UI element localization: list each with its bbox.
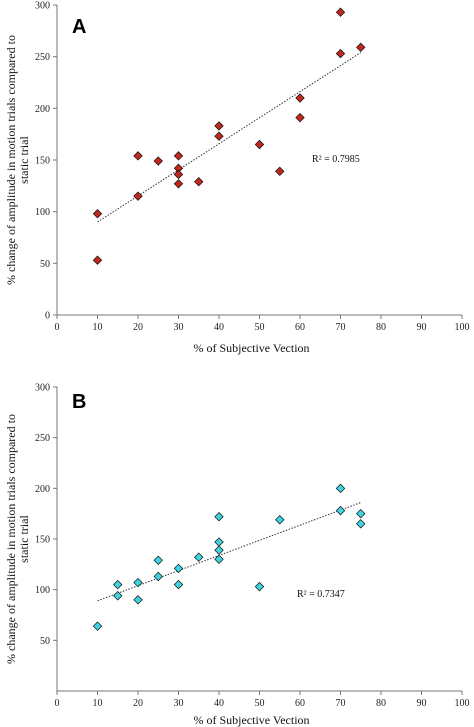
x-tick-label: 30	[174, 322, 184, 333]
data-point	[113, 579, 123, 590]
data-point	[335, 483, 346, 494]
x-tick-label: 80	[376, 322, 386, 333]
data-point	[254, 139, 265, 150]
x-tick-label: 10	[93, 698, 103, 709]
r-squared-label: R² = 0.7347	[297, 589, 345, 600]
y-axis-label-line: static trial	[17, 136, 31, 184]
x-tick-label: 50	[255, 698, 265, 709]
chart-panel-B: 50 100 150 200 250 300 0 10 20 30 40 50 60 70 80 90 100%…	[4, 383, 470, 727]
data-point	[173, 579, 184, 590]
x-tick-label: 70	[336, 322, 346, 333]
x-tick-label: 80	[376, 698, 386, 709]
data-point	[214, 121, 224, 131]
data-point	[254, 581, 265, 592]
panel-label: A	[72, 16, 86, 38]
y-axis-label-line: % change of amplitude in motion trials c…	[4, 414, 18, 664]
data-point	[295, 112, 305, 123]
x-tick-label: 30	[174, 698, 184, 709]
data-point	[92, 621, 103, 631]
x-tick-label: 90	[417, 322, 427, 333]
data-point	[173, 151, 184, 161]
x-tick-label: 20	[133, 698, 143, 709]
x-tick-label: 0	[55, 322, 60, 333]
x-tick-label: 100	[455, 322, 470, 333]
trendline	[97, 502, 361, 602]
y-tick-label: 150	[35, 535, 50, 546]
x-axis-label: % of Subjective Vection	[193, 341, 309, 355]
panel-label: B	[72, 391, 86, 413]
y-axis-label: % change of amplitude in motion trials c…	[4, 414, 31, 664]
x-tick-label: 90	[417, 698, 427, 709]
y-tick-label: 50	[40, 636, 50, 647]
data-point	[214, 512, 224, 522]
y-tick-label: 100	[35, 585, 50, 596]
data-point	[356, 519, 366, 529]
y-tick-label: 100	[35, 207, 50, 218]
data-point	[356, 42, 366, 53]
x-tick-label: 10	[93, 322, 103, 333]
r-squared-label: R² = 0.7985	[312, 154, 360, 165]
data-point	[92, 209, 103, 219]
y-tick-label: 0	[45, 311, 50, 322]
data-point	[153, 555, 163, 565]
data-point	[214, 554, 224, 564]
trendline	[97, 52, 362, 223]
data-point	[113, 591, 123, 601]
chart-panel-A: 0 50 100 150 200 250 300 0 10 20 30 40 50 60 70 80 90 100…	[4, 1, 470, 356]
y-axis-label-line: % change of amplitude in motion trials c…	[4, 35, 18, 285]
data-point	[173, 563, 184, 574]
data-point	[335, 505, 346, 516]
data-point	[356, 508, 366, 519]
data-point	[295, 93, 305, 103]
y-tick-label: 250	[35, 433, 50, 444]
y-tick-label: 150	[35, 156, 50, 167]
data-point	[92, 255, 103, 265]
x-tick-label: 0	[55, 698, 60, 709]
data-point	[133, 577, 143, 588]
data-point	[275, 515, 285, 525]
y-tick-label: 300	[35, 1, 50, 12]
data-point	[153, 571, 163, 582]
data-point	[335, 48, 346, 59]
x-tick-label: 50	[255, 322, 265, 333]
y-tick-label: 250	[35, 52, 50, 63]
x-tick-label: 40	[214, 698, 224, 709]
data-point	[133, 151, 143, 161]
y-tick-label: 300	[35, 383, 50, 394]
x-tick-label: 20	[133, 322, 143, 333]
data-point	[194, 552, 204, 562]
x-tick-label: 60	[295, 322, 305, 333]
y-tick-label: 200	[35, 484, 50, 495]
x-tick-label: 60	[295, 698, 305, 709]
x-tick-label: 40	[214, 322, 224, 333]
data-point	[214, 545, 224, 555]
y-tick-label: 50	[40, 259, 50, 270]
data-point	[275, 166, 285, 177]
y-tick-label: 200	[35, 104, 50, 115]
x-tick-label: 70	[336, 698, 346, 709]
data-point	[153, 156, 163, 166]
data-point	[133, 191, 143, 201]
data-point	[194, 177, 204, 187]
data-point	[214, 537, 224, 547]
data-point	[335, 7, 346, 17]
data-point	[173, 169, 184, 180]
y-axis-label: % change of amplitude in motion trials c…	[4, 35, 31, 285]
data-point	[173, 179, 184, 189]
x-tick-label: 100	[455, 698, 470, 709]
data-point	[133, 595, 143, 605]
y-axis-label-line: static trial	[17, 515, 31, 563]
x-axis-label: % of Subjective Vection	[193, 713, 309, 727]
data-point	[214, 131, 224, 141]
